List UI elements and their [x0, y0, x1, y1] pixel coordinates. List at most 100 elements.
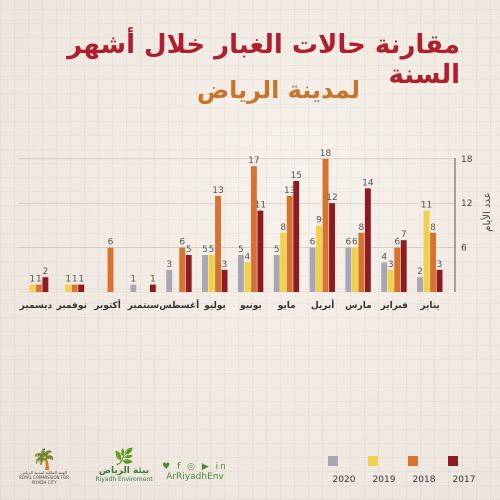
bar-value-label: 4 — [244, 252, 250, 262]
bar — [179, 247, 186, 292]
legend-label: 2017 — [453, 475, 476, 485]
bar — [244, 262, 251, 292]
page-title: مقارنة حالات الغبار خلال أشهر السنة — [67, 30, 460, 90]
category-label: يونيو — [239, 301, 262, 311]
bar-value-label: 3 — [388, 260, 394, 270]
gov-name: الهيئة الملكية لمدينة الرياض — [21, 470, 67, 475]
bar-value-label: 5 — [186, 245, 192, 255]
bar-value-label: 13 — [284, 186, 295, 196]
bar — [345, 247, 352, 292]
y-axis-label: عدد الأيام — [480, 192, 493, 231]
bar — [286, 195, 293, 292]
env-name-en: Riyadh Enviroment — [95, 476, 153, 483]
bar-value-label: 15 — [290, 171, 301, 181]
bar-value-label: 1 — [29, 275, 35, 285]
category-label: أبريل — [311, 299, 334, 311]
bar — [29, 284, 36, 292]
bar — [257, 210, 264, 292]
bar-value-label: 1 — [72, 275, 78, 285]
bar — [316, 225, 322, 292]
env-logo: 🌿 بيئة الرياض Riyadh Enviroment — [94, 448, 154, 492]
bar — [202, 255, 208, 292]
bar — [436, 269, 443, 292]
bar — [351, 247, 358, 292]
legend-label: 2019 — [373, 475, 396, 485]
social-icons[interactable]: ♥ f ◎ ▶ in — [162, 462, 228, 472]
legend-swatch — [328, 456, 338, 466]
bar-value-label: 13 — [212, 186, 223, 196]
bar — [78, 284, 85, 292]
bar-value-label: 1 — [150, 275, 156, 285]
bar-value-label: 6 — [179, 238, 185, 248]
env-name: بيئة الرياض — [98, 466, 150, 476]
bar — [364, 188, 371, 292]
bar — [215, 195, 221, 292]
bar-value-label: 5 — [202, 245, 208, 255]
legend-swatch — [408, 456, 418, 466]
bar-value-label: 1 — [36, 275, 42, 285]
chart-category-labels: يناير فبراير مارس أبريل مايو يونيو يوليو أغسطسس… — [19, 299, 440, 311]
bar-value-label: 6 — [310, 238, 316, 248]
bar-value-label: 4 — [381, 252, 387, 262]
bar-value-label: 6 — [394, 238, 400, 248]
chart-value-labels: 3811276341486612189615138511174531355563… — [29, 149, 442, 285]
social-links[interactable]: ♥ f ◎ ▶ in ArRiyadhEnv — [155, 462, 235, 482]
bar — [329, 203, 335, 292]
bar-value-label: 11 — [255, 201, 266, 211]
chart-grid — [18, 158, 455, 293]
bar — [430, 232, 436, 292]
bar — [71, 284, 78, 292]
category-label: نوفمبر — [56, 301, 87, 311]
legend-label: 2018 — [413, 475, 436, 485]
bar-value-label: 11 — [421, 201, 432, 211]
bar-value-label: 3 — [437, 260, 443, 270]
page-subtitle: لمدينة الرياض — [196, 76, 360, 104]
bar — [42, 277, 49, 292]
y-tick-label: 18 — [461, 155, 473, 165]
chart-bars — [29, 158, 443, 292]
bar — [309, 247, 316, 292]
category-label: يناير — [419, 301, 439, 311]
gov-name-en: ROYAL COMMISSION FOR RIYADH CITY — [19, 475, 69, 485]
bar-value-label: 5 — [209, 245, 215, 255]
social-handle[interactable]: ArRiyadhEnv — [166, 472, 224, 482]
category-label: مايو — [277, 301, 296, 311]
bar-value-label: 14 — [362, 178, 374, 188]
bar-value-label: 9 — [316, 215, 322, 225]
bar-value-label: 6 — [345, 238, 351, 248]
bar — [400, 240, 407, 292]
palm-emblem-icon: 🌴 — [31, 447, 57, 471]
bar — [358, 232, 365, 292]
bar-value-label: 3 — [166, 260, 172, 270]
bar-value-label: 18 — [320, 149, 332, 159]
legend-swatch — [448, 456, 458, 466]
legend-label: 2020 — [333, 475, 356, 485]
category-label: سبتمبر — [127, 301, 160, 311]
bar-value-label: 17 — [248, 156, 259, 166]
bar — [387, 269, 394, 292]
bar — [280, 232, 287, 292]
bar-value-label: 6 — [352, 238, 358, 248]
bar — [208, 255, 215, 292]
bar-value-label: 5 — [238, 245, 244, 255]
bar-value-label: 2 — [42, 267, 48, 277]
category-label: يوليو — [203, 301, 226, 311]
bar-value-label: 1 — [130, 275, 136, 285]
bar-value-label: 8 — [430, 223, 436, 233]
gov-logo: 🌴 الهيئة الملكية لمدينة الرياض ROYAL COM… — [14, 448, 74, 492]
bar — [322, 158, 329, 292]
bar — [394, 247, 401, 292]
y-tick-label: 12 — [461, 199, 472, 209]
bar-value-label: 8 — [280, 223, 286, 233]
bar — [166, 269, 173, 292]
bar — [65, 284, 72, 292]
bar — [185, 255, 192, 292]
bar — [293, 181, 300, 292]
bar-value-label: 5 — [274, 245, 280, 255]
category-label: فبراير — [380, 301, 408, 311]
bar-value-label: 12 — [326, 193, 337, 203]
y-tick-label: 6 — [461, 244, 467, 254]
bar-value-label: 2 — [417, 267, 423, 277]
bar-value-label: 3 — [222, 260, 228, 270]
